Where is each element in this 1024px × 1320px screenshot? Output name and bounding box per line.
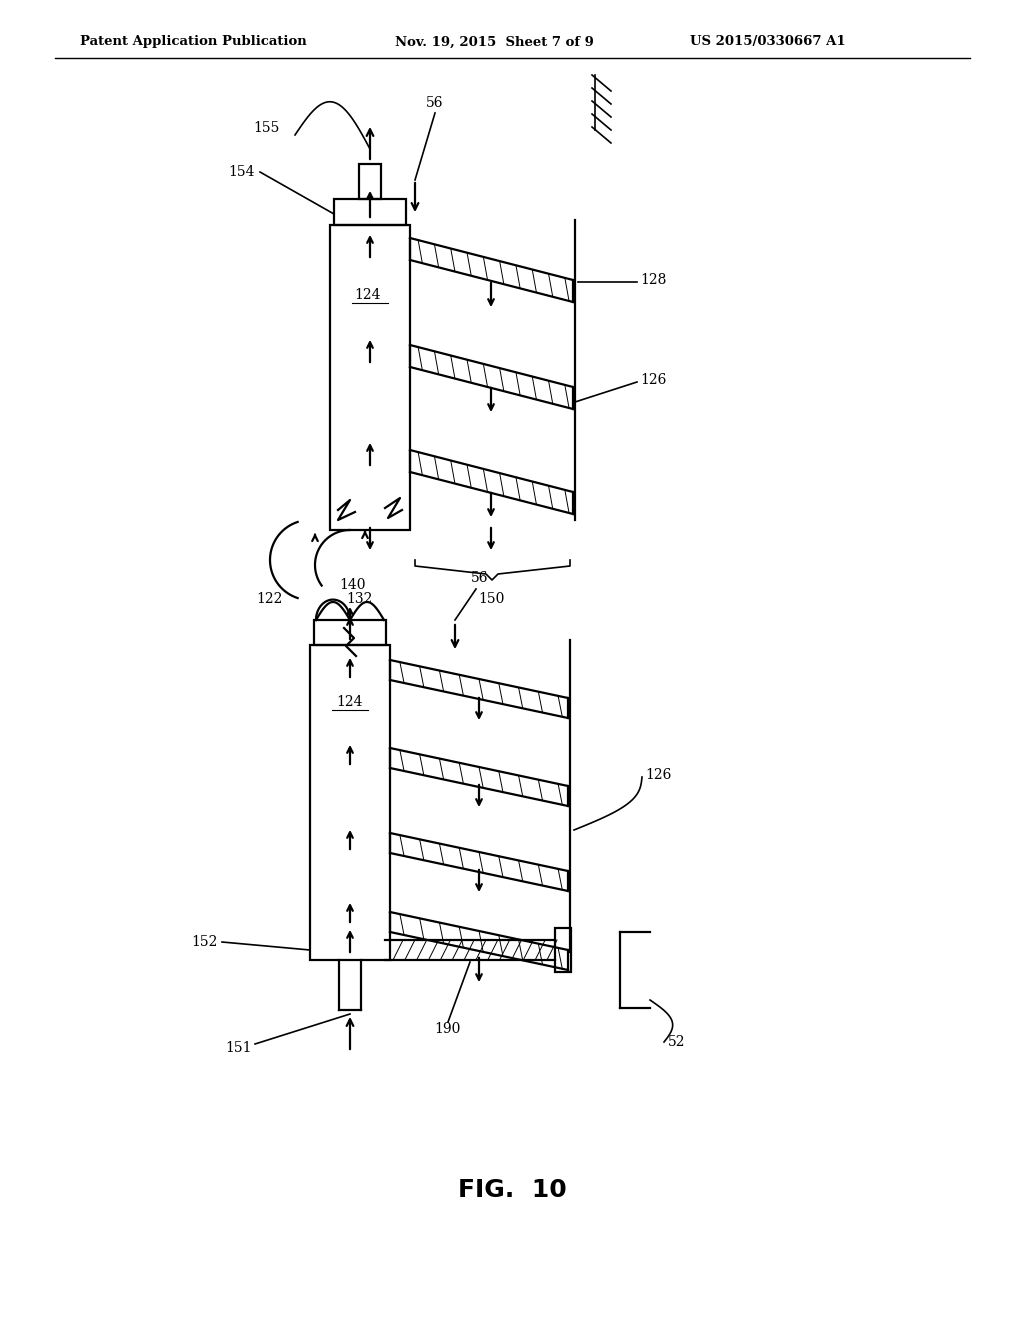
Text: 154: 154 [228, 165, 255, 180]
Text: 52: 52 [668, 1035, 685, 1049]
Text: 152: 152 [191, 935, 218, 949]
Text: Nov. 19, 2015  Sheet 7 of 9: Nov. 19, 2015 Sheet 7 of 9 [395, 36, 594, 49]
Text: 126: 126 [645, 768, 672, 781]
Text: 124: 124 [337, 696, 364, 709]
Text: 150: 150 [479, 591, 505, 606]
Text: 190: 190 [435, 1022, 461, 1036]
Text: FIG.  10: FIG. 10 [458, 1177, 566, 1203]
Text: 122: 122 [257, 591, 284, 606]
Text: 56: 56 [471, 572, 488, 585]
Text: 124: 124 [354, 288, 381, 302]
Text: 126: 126 [640, 374, 667, 387]
Text: 140: 140 [340, 578, 367, 591]
Text: US 2015/0330667 A1: US 2015/0330667 A1 [690, 36, 846, 49]
Text: Patent Application Publication: Patent Application Publication [80, 36, 307, 49]
Text: 128: 128 [640, 273, 667, 286]
Text: 56: 56 [426, 96, 443, 110]
Text: 155: 155 [254, 121, 280, 135]
Text: 132: 132 [347, 591, 373, 606]
Text: 151: 151 [225, 1041, 252, 1055]
